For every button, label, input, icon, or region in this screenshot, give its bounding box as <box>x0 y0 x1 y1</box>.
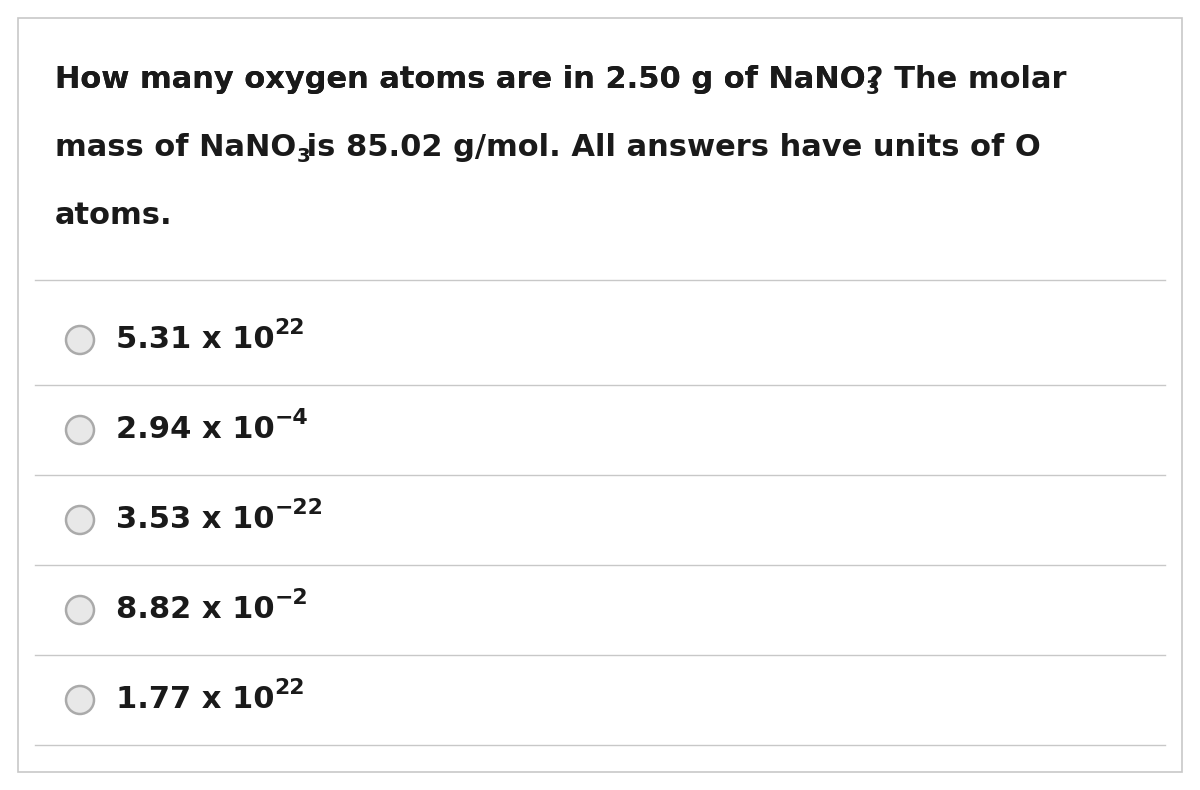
Text: ? The molar: ? The molar <box>865 65 1066 94</box>
Text: 5.31 x 10: 5.31 x 10 <box>116 325 275 355</box>
Text: 2.94 x 10: 2.94 x 10 <box>116 416 275 445</box>
Text: 1.77 x 10: 1.77 x 10 <box>116 686 275 714</box>
Circle shape <box>66 506 94 534</box>
Text: 22: 22 <box>275 318 305 338</box>
Text: How many oxygen atoms are in 2.50 g of NaNO: How many oxygen atoms are in 2.50 g of N… <box>55 65 865 94</box>
Text: mass of NaNO: mass of NaNO <box>55 133 296 162</box>
Text: atoms.: atoms. <box>55 201 173 230</box>
FancyBboxPatch shape <box>18 18 1182 772</box>
Text: 3: 3 <box>296 147 310 166</box>
Text: 3: 3 <box>865 79 880 98</box>
Text: −22: −22 <box>275 498 323 518</box>
Text: −2: −2 <box>275 588 308 608</box>
Circle shape <box>66 416 94 444</box>
Text: 8.82 x 10: 8.82 x 10 <box>116 596 275 625</box>
Text: −4: −4 <box>275 408 308 428</box>
Text: How many oxygen atoms are in 2.50 g of NaNO: How many oxygen atoms are in 2.50 g of N… <box>55 65 865 94</box>
Circle shape <box>66 686 94 714</box>
Circle shape <box>66 596 94 624</box>
Text: is 85.02 g/mol. All answers have units of O: is 85.02 g/mol. All answers have units o… <box>296 133 1042 162</box>
Text: 3.53 x 10: 3.53 x 10 <box>116 506 275 535</box>
Circle shape <box>66 326 94 354</box>
Text: 22: 22 <box>275 678 305 698</box>
